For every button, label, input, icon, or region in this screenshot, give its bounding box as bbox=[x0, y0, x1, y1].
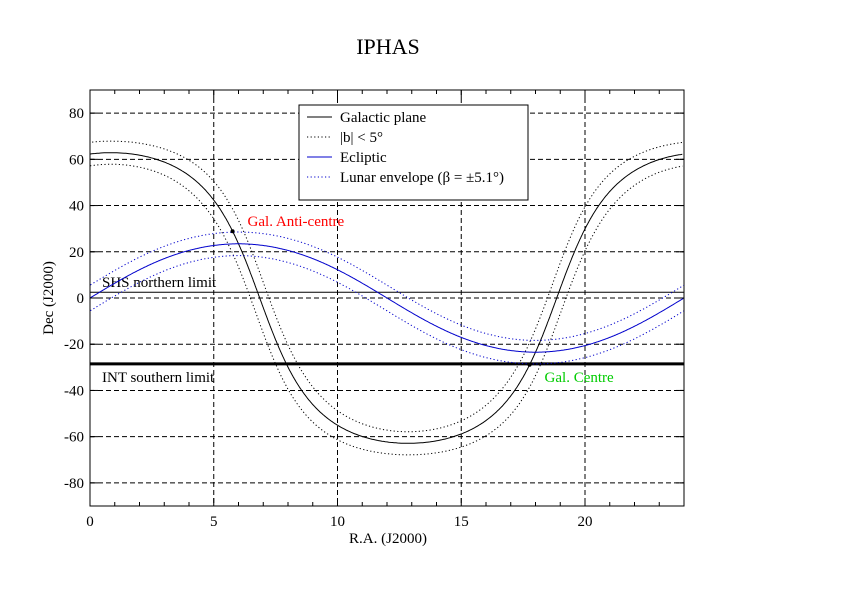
y-tick-label: -40 bbox=[64, 383, 84, 399]
axis-ticks: 0 5 10 15 20 -80 -60 -40 -20 0 20 40 60 80 bbox=[64, 90, 684, 530]
series-line bbox=[92, 140, 685, 433]
legend-label: Ecliptic bbox=[340, 150, 387, 166]
y-tick-label: 40 bbox=[69, 199, 84, 215]
x-tick-label: 20 bbox=[578, 514, 593, 530]
x-axis-title: R.A. (J2000) bbox=[349, 531, 427, 547]
annotation-marker bbox=[230, 229, 235, 234]
x-tick-label: 10 bbox=[330, 514, 345, 530]
limit-label: INT southern limit bbox=[102, 370, 215, 386]
legend-label: |b| < 5° bbox=[340, 130, 383, 146]
legend: Galactic plane |b| < 5° Ecliptic Lunar enve… bbox=[298, 104, 529, 201]
legend-box bbox=[298, 104, 529, 201]
legend-label: Galactic plane bbox=[340, 110, 427, 126]
limit-label: SHS northern limit bbox=[102, 275, 217, 291]
series-line bbox=[90, 255, 684, 365]
y-tick-label: 60 bbox=[69, 152, 84, 168]
y-axis-title: Dec (J2000) bbox=[41, 261, 57, 335]
x-tick-label: 15 bbox=[454, 514, 469, 530]
x-tick-label: 0 bbox=[86, 514, 94, 530]
annotations: Gal. Anti-centre Gal. Centre bbox=[230, 214, 614, 386]
series-line bbox=[90, 231, 684, 341]
annotation-marker bbox=[527, 362, 532, 367]
survey-limits: SHS northern limit INT southern limit bbox=[90, 275, 684, 386]
y-tick-label: 0 bbox=[77, 291, 85, 307]
annotation-label: Gal. Centre bbox=[545, 370, 614, 386]
series-line bbox=[90, 163, 683, 456]
y-tick-label: -20 bbox=[64, 337, 84, 353]
y-tick-label: 20 bbox=[69, 245, 84, 261]
x-tick-label: 5 bbox=[210, 514, 218, 530]
series bbox=[89, 140, 685, 456]
chart-title: IPHAS bbox=[356, 34, 420, 59]
series-line bbox=[89, 152, 683, 444]
y-tick-label: 80 bbox=[69, 106, 84, 122]
series-line bbox=[89, 243, 684, 353]
y-tick-label: -60 bbox=[64, 430, 84, 446]
annotation-label: Gal. Anti-centre bbox=[248, 214, 345, 230]
legend-label: Lunar envelope (β = ±5.1°) bbox=[340, 170, 504, 186]
y-tick-label: -80 bbox=[64, 476, 84, 492]
